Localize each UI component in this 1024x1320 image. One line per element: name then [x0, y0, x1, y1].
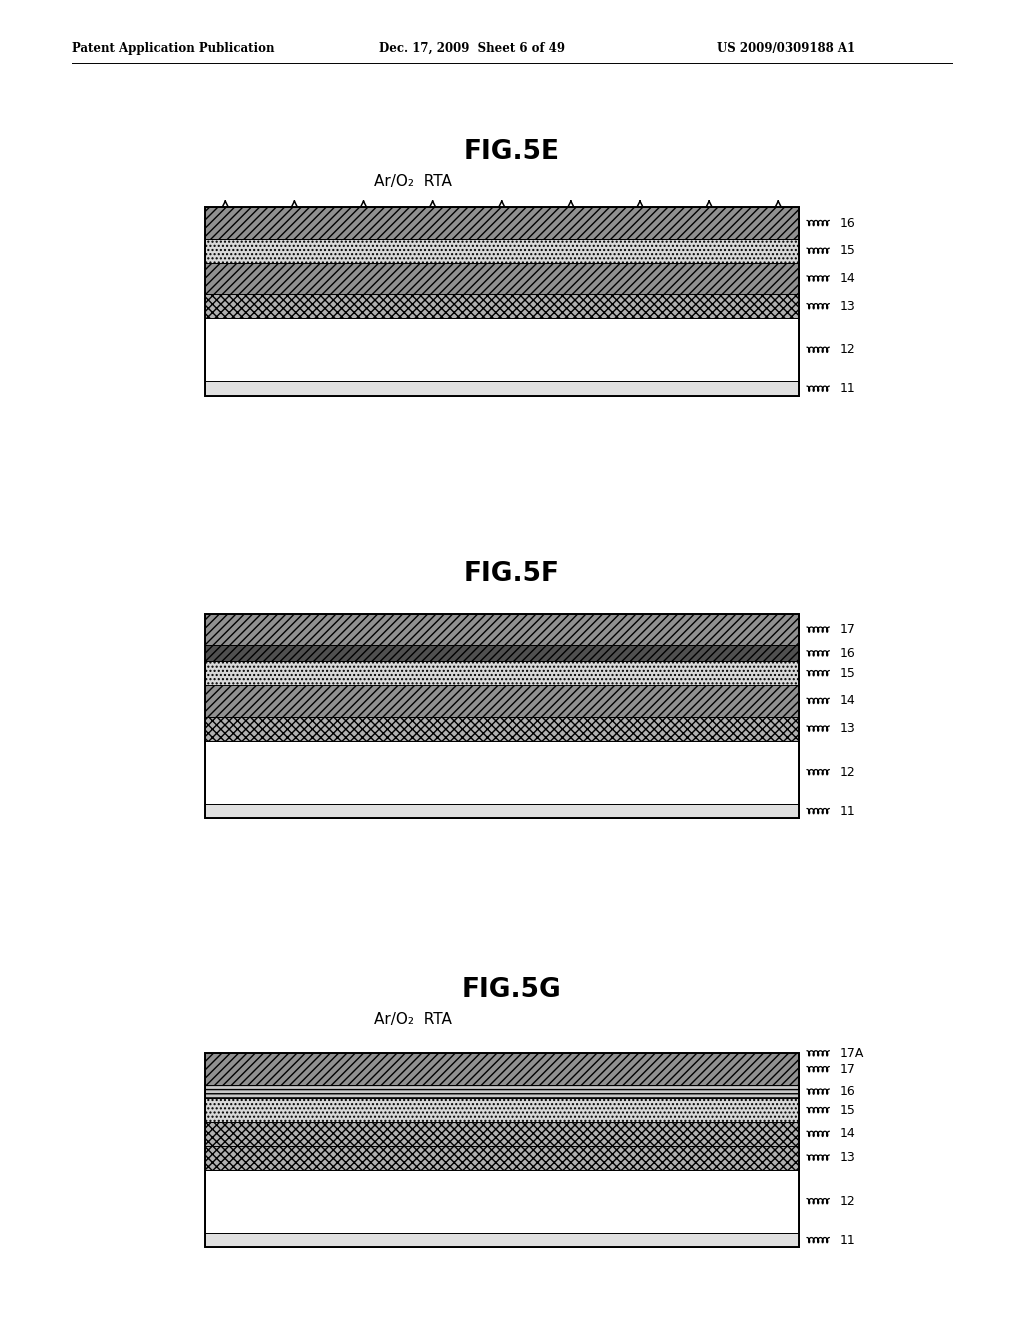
- Bar: [205, 207, 799, 396]
- Text: 13: 13: [840, 1151, 855, 1164]
- Bar: [205, 239, 799, 263]
- Bar: [205, 294, 799, 318]
- Bar: [205, 263, 799, 294]
- Bar: [205, 1170, 799, 1233]
- Bar: [205, 1122, 799, 1146]
- Bar: [205, 207, 799, 239]
- Text: 15: 15: [840, 667, 856, 680]
- Text: 16: 16: [840, 647, 855, 660]
- Bar: [205, 1085, 799, 1098]
- Text: 17: 17: [840, 1063, 856, 1076]
- Text: 17: 17: [840, 623, 856, 636]
- Text: FIG.5F: FIG.5F: [464, 561, 560, 587]
- Text: 14: 14: [840, 272, 855, 285]
- Text: 12: 12: [840, 766, 855, 779]
- Text: 16: 16: [840, 1085, 855, 1098]
- Text: Patent Application Publication: Patent Application Publication: [72, 42, 274, 55]
- Text: 14: 14: [840, 1127, 855, 1140]
- Bar: [205, 381, 799, 396]
- Bar: [205, 318, 799, 381]
- Bar: [205, 1098, 799, 1122]
- Text: 13: 13: [840, 300, 855, 313]
- Text: US 2009/0309188 A1: US 2009/0309188 A1: [717, 42, 855, 55]
- Text: 11: 11: [840, 1234, 855, 1246]
- Bar: [205, 614, 799, 645]
- Bar: [205, 717, 799, 741]
- Text: Ar/O₂  RTA: Ar/O₂ RTA: [374, 1012, 452, 1027]
- Text: 15: 15: [840, 244, 856, 257]
- Text: 12: 12: [840, 343, 855, 356]
- Text: 16: 16: [840, 216, 855, 230]
- Bar: [205, 1053, 799, 1247]
- Text: 13: 13: [840, 722, 855, 735]
- Bar: [205, 1233, 799, 1247]
- Text: FIG.5G: FIG.5G: [462, 977, 562, 1003]
- Bar: [205, 1146, 799, 1170]
- Text: 14: 14: [840, 694, 855, 708]
- Bar: [205, 614, 799, 818]
- Text: FIG.5E: FIG.5E: [464, 139, 560, 165]
- Bar: [205, 1053, 799, 1085]
- Text: 12: 12: [840, 1195, 855, 1208]
- Text: Dec. 17, 2009  Sheet 6 of 49: Dec. 17, 2009 Sheet 6 of 49: [379, 42, 565, 55]
- Bar: [205, 685, 799, 717]
- Text: Ar/O₂  RTA: Ar/O₂ RTA: [374, 174, 452, 189]
- Text: 11: 11: [840, 805, 855, 817]
- Text: 15: 15: [840, 1104, 856, 1117]
- Bar: [205, 741, 799, 804]
- Text: 11: 11: [840, 383, 855, 395]
- Bar: [205, 645, 799, 661]
- Bar: [205, 661, 799, 685]
- Bar: [205, 804, 799, 818]
- Text: 17A: 17A: [840, 1047, 864, 1060]
